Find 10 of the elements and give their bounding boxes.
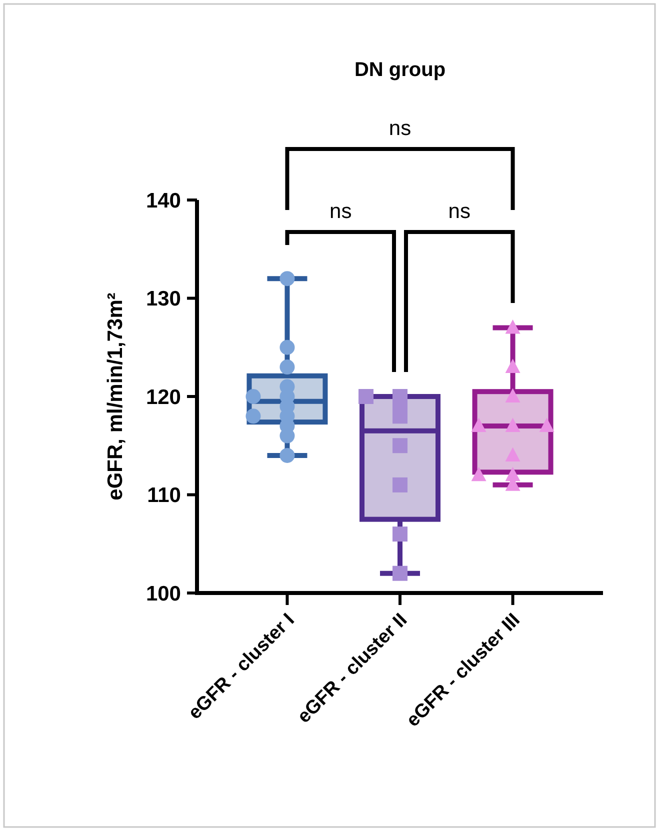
annotation: ns bbox=[448, 200, 470, 223]
annotation: ns bbox=[330, 200, 352, 223]
y-tick-label: 140 bbox=[146, 189, 181, 212]
chart-title: DN group bbox=[354, 59, 446, 81]
y-axis-title: eGFR, ml/min/1,73m² bbox=[104, 292, 127, 500]
y-tick-label: 130 bbox=[146, 288, 181, 311]
y-tick-label: 100 bbox=[146, 582, 181, 606]
text: ns bbox=[388, 117, 412, 140]
y-tick-label: 120 bbox=[146, 386, 181, 409]
y-tick-label: 110 bbox=[147, 484, 181, 508]
